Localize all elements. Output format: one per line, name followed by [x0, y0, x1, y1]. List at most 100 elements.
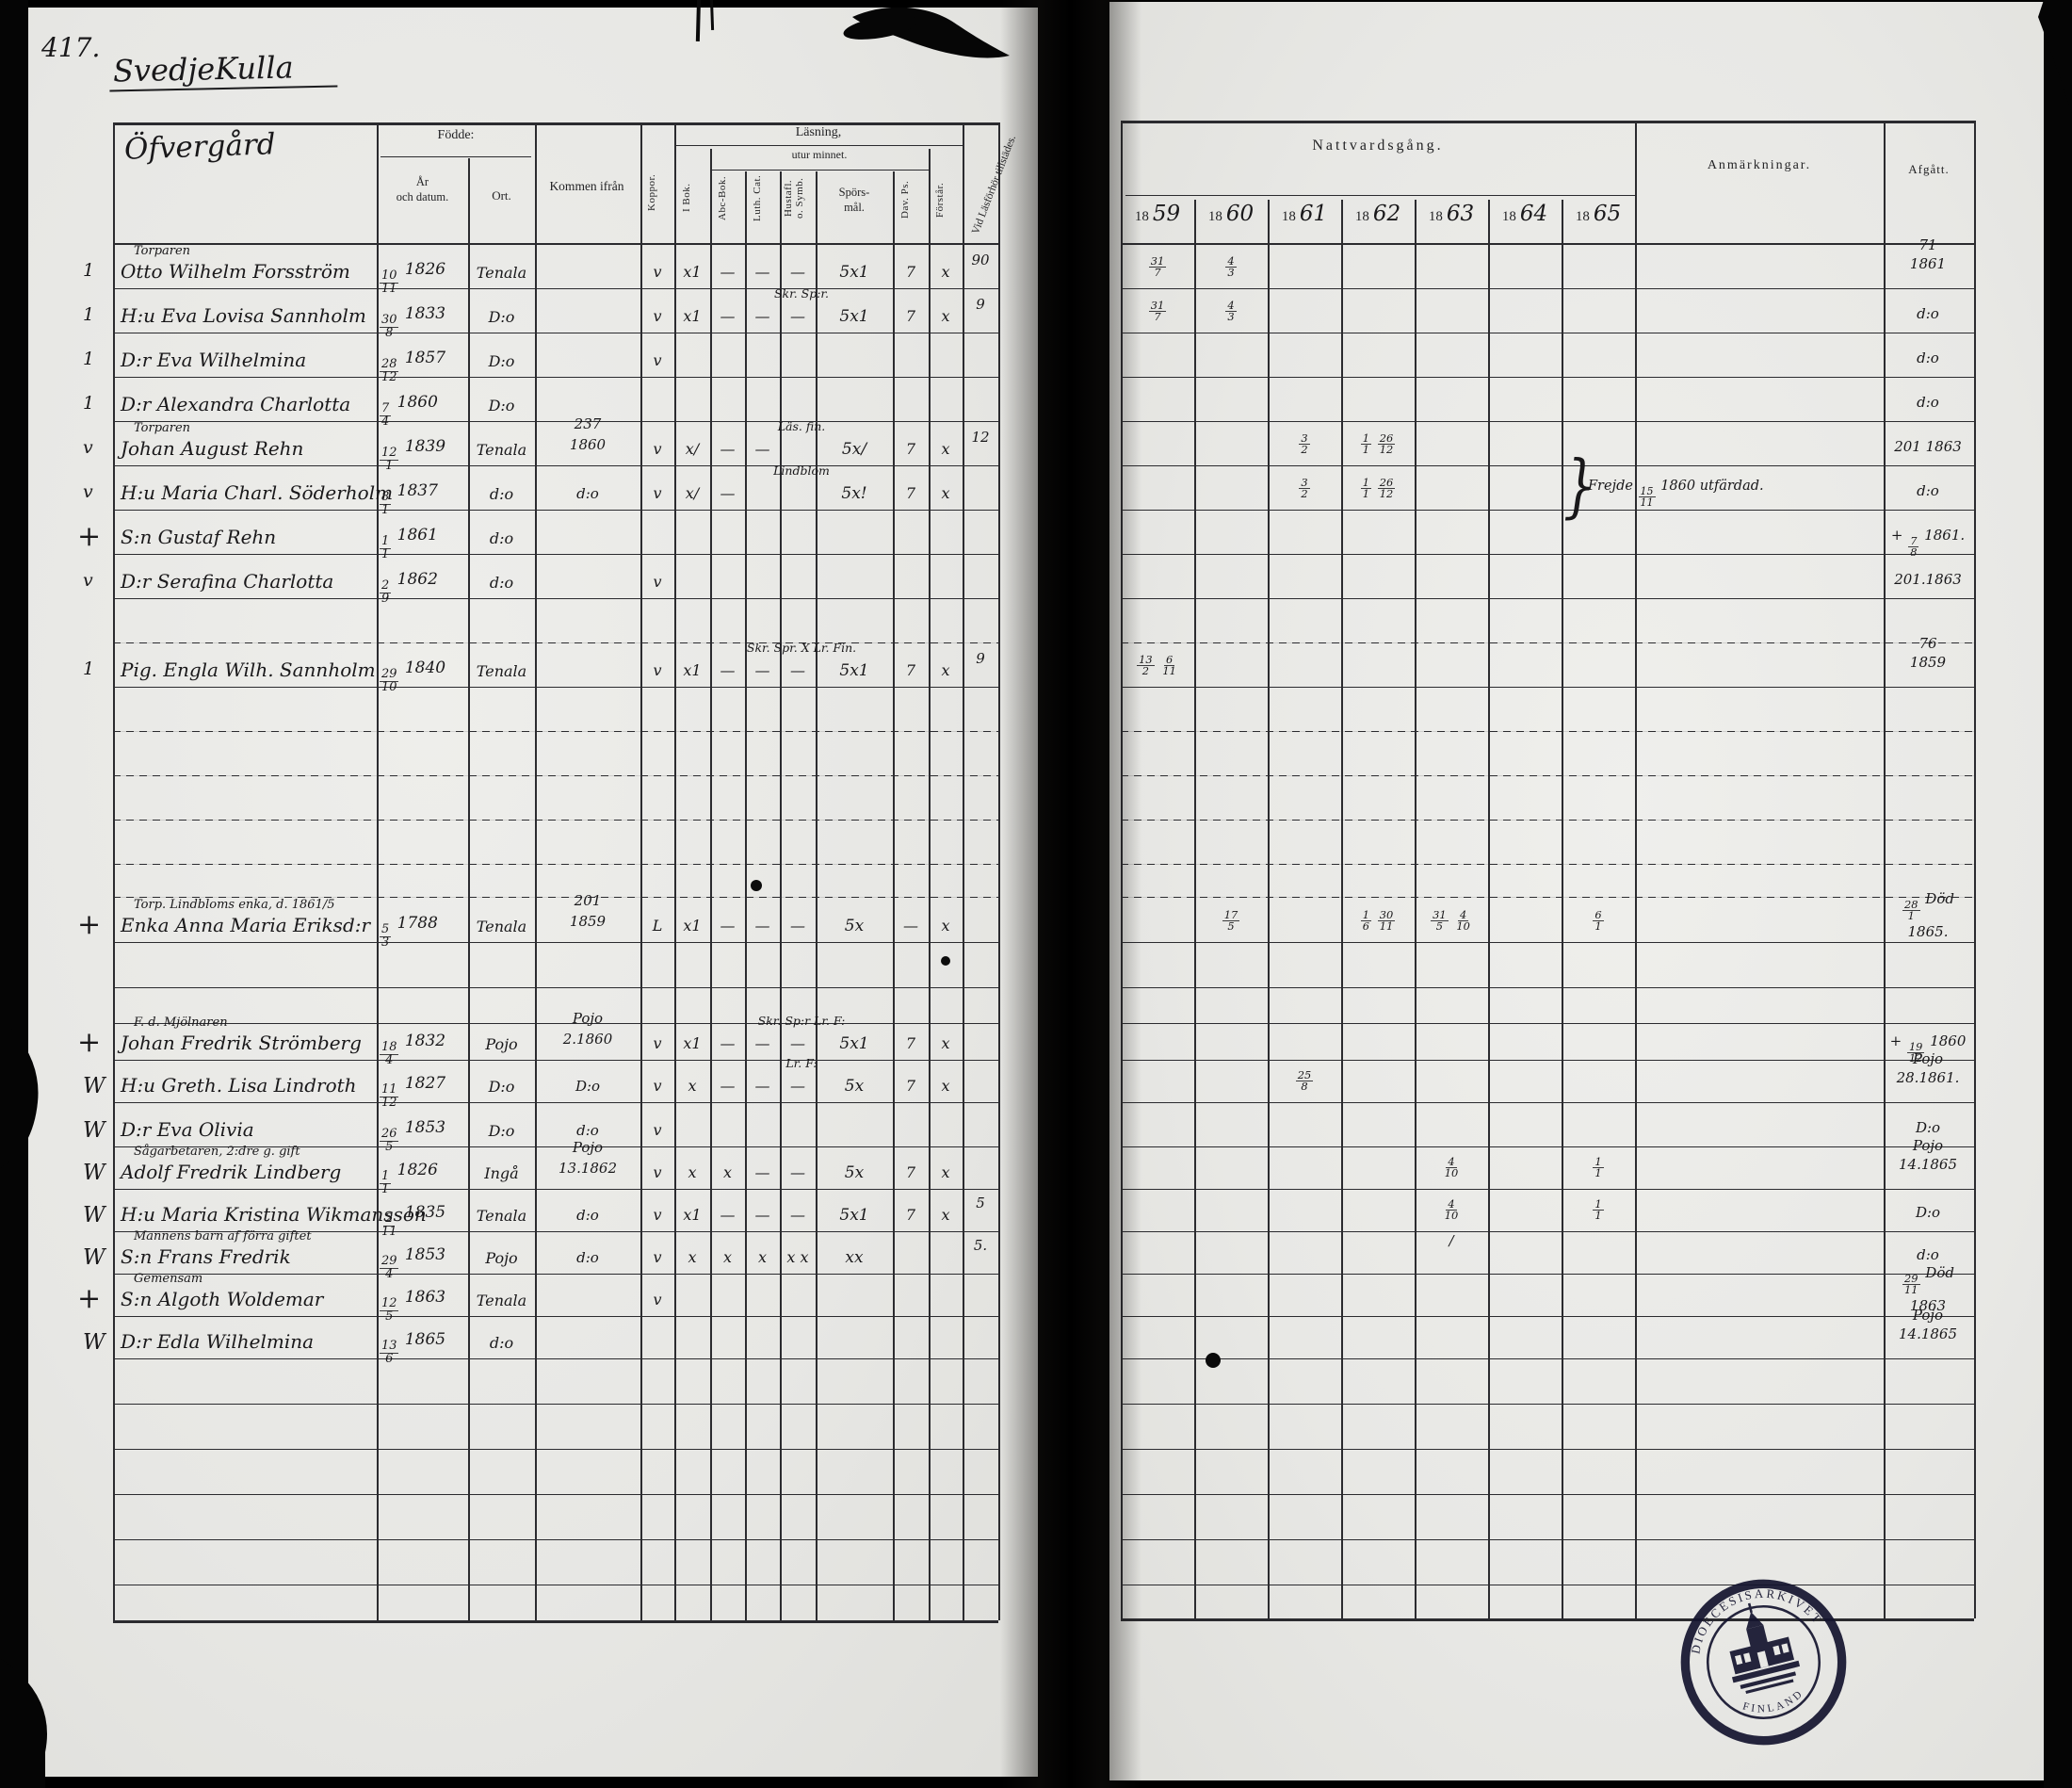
person-name: Johan Fredrik Strömberg	[121, 1032, 362, 1054]
mark-forstar: x	[941, 484, 950, 502]
row-line-right	[1121, 1060, 1974, 1061]
mark-forstar: x	[941, 307, 950, 325]
mark-cat: —	[754, 307, 770, 325]
column-line-left	[963, 122, 964, 1620]
row-line-right	[1121, 1023, 1974, 1024]
communion-entry-1859: 31 7	[1148, 299, 1167, 324]
occupation-label: Gemensam	[134, 1272, 203, 1286]
row-line-left	[113, 687, 998, 688]
row-line-left	[113, 775, 998, 776]
birth-date: 2 11 1835	[381, 1203, 446, 1239]
margin-mark: +	[77, 1282, 102, 1315]
birth-place: Tenala	[476, 441, 527, 459]
departed-entry: d:o	[1917, 394, 1939, 411]
mark-koppor: v	[653, 1248, 662, 1266]
departed-entry: d:o	[1917, 482, 1939, 499]
mark-davps: 7	[905, 307, 916, 325]
row-line-right	[1121, 642, 1974, 643]
margin-mark: 1	[83, 349, 95, 369]
row-line-right	[1121, 421, 1974, 422]
margin-mark: 1	[83, 304, 95, 325]
mark-forstar: x	[941, 1206, 950, 1224]
year-header-1864: 18 64	[1501, 202, 1548, 226]
mark-koppor: v	[653, 661, 662, 679]
margin-mark: W	[83, 1245, 105, 1270]
margin-mark: 1	[83, 260, 95, 281]
person-name: H:u Maria Kristina Wikmansson	[121, 1203, 427, 1226]
row-line-left	[113, 1316, 998, 1317]
communion-entry-1863: 4 10	[1444, 1197, 1459, 1223]
row-line-right	[1121, 1494, 1974, 1495]
mark-koppor: v	[653, 573, 662, 591]
column-line-left	[929, 149, 931, 1620]
birth-place: d:o	[489, 574, 514, 592]
column-line-left	[468, 158, 470, 1620]
birth-place: Tenala	[476, 1292, 527, 1309]
margin-mark: +	[77, 520, 102, 553]
reading-note: Lr. F:	[785, 1056, 817, 1070]
communion-entry-1859: 31 7	[1148, 254, 1167, 280]
person-name: D:r Alexandra Charlotta	[121, 393, 351, 415]
header-ar-och-datum: År och datum.	[396, 175, 449, 203]
year-header-1859: 18 59	[1134, 202, 1181, 226]
birth-place: D:o	[488, 397, 515, 414]
mark-koppor: v	[653, 1163, 662, 1181]
header-anmarkningar: Anmärkningar.	[1707, 158, 1812, 172]
row-line-right	[1121, 1274, 1974, 1275]
stamp-church-icon	[1729, 1602, 1801, 1695]
occupation-label: Torp. Lindbloms enka, d. 1861/5	[134, 898, 335, 912]
birth-place: d:o	[489, 1334, 514, 1352]
margin-mark: W	[83, 1161, 105, 1185]
header-utur-minnet: utur minnet.	[791, 148, 848, 161]
mark-vidlasforhor: 90	[971, 252, 990, 268]
column-line-right	[1121, 121, 1123, 1618]
margin-mark: +	[77, 908, 102, 941]
communion-entry-1863: /	[1449, 1232, 1454, 1249]
birth-place: d:o	[489, 529, 514, 547]
column-line-right	[1635, 121, 1637, 1618]
reading-note: Skr. Sp:r.	[773, 286, 830, 301]
mark-forstar: x	[941, 263, 950, 281]
left-page	[26, 8, 1038, 1777]
mark-abc: —	[720, 263, 736, 281]
row-line-left	[113, 1494, 998, 1495]
mark-ibok: x1	[683, 1034, 702, 1052]
birth-date: 28 12 1857	[380, 349, 446, 384]
lasning-underline	[674, 145, 963, 146]
mark-koppor: v	[653, 307, 662, 325]
person-name: S:n Gustaf Rehn	[121, 526, 277, 548]
row-line-right	[1121, 864, 1974, 865]
header-bottom-right	[1121, 243, 1974, 245]
birth-date: 30 8 1833	[380, 304, 446, 340]
table-bottom-left	[113, 1620, 998, 1623]
mark-spors: 5x1	[839, 263, 869, 282]
birth-place: Tenala	[476, 1207, 527, 1225]
row-line-left	[113, 554, 998, 555]
row-line-left	[113, 465, 998, 466]
birth-place: Tenala	[476, 662, 527, 680]
birth-place: D:o	[488, 352, 515, 370]
mark-forstar: x	[941, 440, 950, 458]
mark-davps: 7	[905, 1077, 916, 1095]
column-line-left	[745, 171, 747, 1620]
birth-date: 13 6 1865	[380, 1330, 446, 1366]
mark-vidlasforhor: 9	[976, 650, 985, 667]
departed-entry: 201 1863	[1894, 438, 1962, 455]
column-line-right	[1562, 200, 1563, 1618]
person-name: D:r Edla Wilhelmina	[121, 1330, 315, 1353]
row-line-right	[1121, 942, 1974, 943]
column-line-right	[1268, 200, 1270, 1618]
row-line-left	[113, 1404, 998, 1405]
margin-mark: v	[83, 437, 93, 458]
mark-spors: 5x1	[839, 661, 869, 680]
margin-mark: W	[83, 1203, 105, 1227]
came-from: Pojo 13.1862	[558, 1139, 618, 1177]
row-line-left	[113, 864, 998, 865]
